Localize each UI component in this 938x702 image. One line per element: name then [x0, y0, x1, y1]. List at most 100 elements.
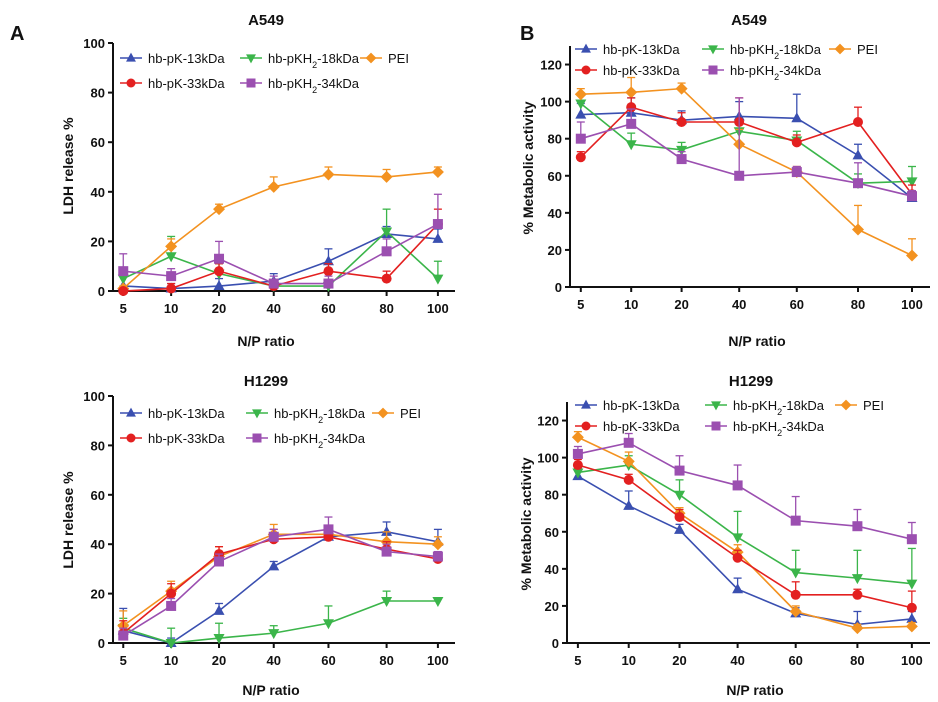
- series-hb-pkh-18kda: [117, 590, 444, 649]
- data-point: [622, 455, 635, 468]
- data-point: [732, 480, 743, 491]
- data-point: [906, 612, 918, 623]
- data-point: [572, 468, 584, 479]
- data-point: [213, 203, 226, 216]
- legend-entry: hb-pK-13kDa: [120, 51, 225, 66]
- legend-label: hb-pKH2-18kDa: [733, 398, 825, 417]
- legend: hb-pK-13kDa hb-pKH2-18kDa PEI hb-pK-33kDa hb…: [120, 406, 421, 450]
- series-line: [122, 528, 438, 637]
- x-tick-label: 60: [321, 301, 335, 316]
- data-point: [213, 604, 225, 615]
- legend-entry: hb-pK-33kDa: [575, 419, 680, 434]
- legend-marker: [708, 65, 718, 75]
- legend: hb-pK-13kDa hb-pKH2-18kDa PEI hb-pK-33kDa hb…: [120, 51, 409, 95]
- data-point: [431, 165, 444, 178]
- data-point: [322, 619, 334, 630]
- legend-entry: hb-pKH2-18kDa: [705, 398, 825, 417]
- data-point: [853, 178, 863, 189]
- series-hb-pkh-34kda: [575, 97, 917, 202]
- y-tick-label: 20: [548, 243, 562, 258]
- chart-h1299-ldh: H1299 LDH release % N/P ratio 0 20 40 60 80 1…: [60, 373, 455, 698]
- data-point: [166, 283, 177, 294]
- series-hb-pk-13kda: [117, 225, 444, 293]
- data-point: [905, 620, 918, 633]
- data-point: [625, 86, 638, 99]
- x-tick-label: 100: [901, 297, 923, 312]
- data-point: [214, 556, 225, 567]
- legend-marker: [252, 409, 262, 419]
- x-tick-label: 20: [672, 653, 686, 668]
- legend-marker: [840, 399, 852, 411]
- data-point: [676, 117, 687, 128]
- data-point: [674, 511, 685, 522]
- data-point: [381, 525, 393, 536]
- legend-entry: hb-pK-33kDa: [575, 63, 680, 78]
- data-point: [118, 286, 129, 296]
- data-point: [674, 523, 686, 534]
- data-point: [118, 266, 129, 277]
- data-point: [431, 538, 444, 551]
- legend: hb-pK-13kDa hb-pKH2-18kDa PEI hb-pK-33kDa hb…: [575, 42, 878, 82]
- y-axis-label: LDH release %: [60, 471, 76, 569]
- legend-label: hb-pKH2-18kDa: [268, 51, 360, 70]
- series-line: [577, 464, 913, 609]
- data-point: [572, 448, 583, 459]
- legend-label: hb-pK-33kDa: [603, 63, 680, 78]
- y-tick-label: 120: [540, 58, 562, 73]
- legend-marker: [711, 401, 721, 411]
- legend-marker: [711, 421, 721, 431]
- data-point: [322, 255, 334, 266]
- legend-entry: hb-pK-33kDa: [120, 76, 225, 91]
- data-point: [166, 271, 177, 282]
- data-point: [268, 278, 279, 289]
- data-point: [676, 145, 688, 156]
- data-point: [732, 552, 743, 563]
- y-tick-label: 100: [537, 451, 559, 466]
- series-hb-pkh-34kda: [118, 193, 443, 289]
- y-tick-label: 80: [545, 488, 559, 503]
- data-point: [852, 589, 863, 600]
- data-point: [381, 273, 392, 284]
- data-point: [789, 605, 802, 618]
- chart-title: H1299: [729, 373, 773, 390]
- y-tick-label: 40: [548, 206, 562, 221]
- panel-letter-a: A: [10, 23, 24, 45]
- legend-label: PEI: [388, 51, 409, 66]
- y-tick-label: 60: [91, 488, 105, 503]
- y-tick-label: 0: [552, 636, 559, 651]
- data-point: [166, 600, 177, 611]
- y-tick-label: 120: [537, 414, 559, 429]
- chart-a549-ldh: A549 LDH release % N/P ratio 0 20 40 60 80 10…: [60, 12, 455, 349]
- data-point: [323, 278, 334, 289]
- y-tick-label: 100: [83, 389, 105, 404]
- chart-title: A549: [731, 12, 767, 29]
- data-point: [674, 465, 685, 476]
- data-point: [214, 266, 225, 277]
- legend-label: hb-pKH2-34kDa: [268, 76, 360, 95]
- legend-marker: [581, 43, 591, 53]
- series-pei: [574, 76, 918, 262]
- data-point: [623, 437, 634, 448]
- x-tick-label: 80: [850, 653, 864, 668]
- data-point: [575, 99, 587, 110]
- data-point: [790, 589, 801, 600]
- data-point: [323, 524, 334, 535]
- panel-letter-b: B: [520, 23, 534, 45]
- data-point: [381, 597, 393, 608]
- series-pei: [571, 431, 918, 635]
- data-point: [432, 597, 444, 608]
- x-axis-label: N/P ratio: [728, 333, 785, 349]
- legend-label: hb-pKH2-34kDa: [274, 431, 366, 450]
- legend-label: hb-pK-13kDa: [603, 42, 680, 57]
- legend-marker: [708, 45, 718, 55]
- x-tick-label: 5: [577, 297, 584, 312]
- legend-marker: [126, 407, 136, 417]
- legend-marker: [365, 52, 377, 64]
- x-tick-label: 5: [574, 653, 581, 668]
- legend-label: PEI: [863, 398, 884, 413]
- y-tick-label: 60: [545, 525, 559, 540]
- data-point: [381, 227, 393, 238]
- y-tick-label: 60: [548, 169, 562, 184]
- x-tick-label: 100: [427, 301, 449, 316]
- series-line: [122, 171, 438, 290]
